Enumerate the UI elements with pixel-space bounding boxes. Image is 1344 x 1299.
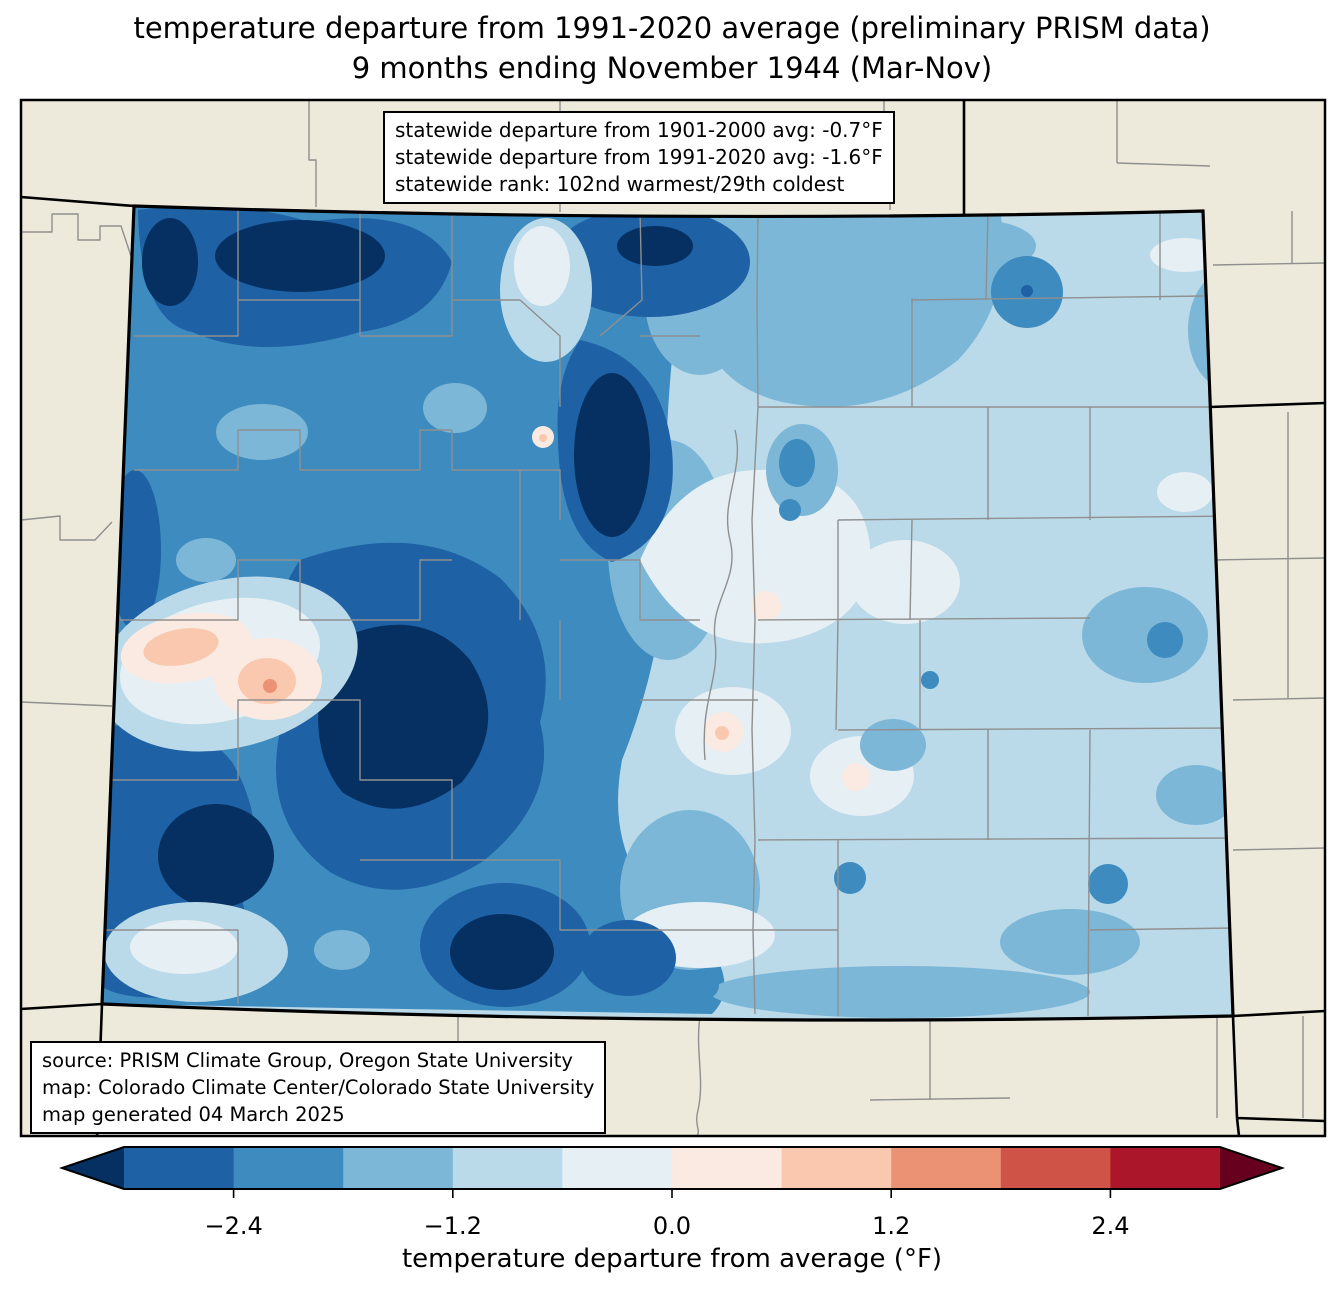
colorbar-under-arrow	[62, 1147, 124, 1189]
colorbar-segment	[672, 1147, 783, 1189]
map-credit-line: map: Colorado Climate Center/Colorado St…	[42, 1076, 595, 1099]
colorbar-segment	[891, 1147, 1002, 1189]
generated-date-line: map generated 04 March 2025	[42, 1103, 345, 1126]
prism-contour-fill	[102, 206, 1233, 1020]
figure-title-line1: temperature departure from 1991-2020 ave…	[133, 11, 1211, 45]
colorbar-tick: −1.2	[424, 1212, 482, 1240]
stats-line-1991-2020: statewide departure from 1991-2020 avg: …	[395, 145, 883, 169]
figure-title-line2: 9 months ending November 1944 (Mar-Nov)	[351, 51, 993, 85]
colorbar-segment	[562, 1147, 673, 1189]
figure-title: temperature departure from 1991-2020 ave…	[0, 8, 1344, 88]
colorado-county-lines	[105, 206, 1233, 1017]
map-frame	[19, 98, 1327, 1138]
colorbar-segment	[343, 1147, 454, 1189]
colorbar-axis-label: temperature departure from average (°F)	[401, 1244, 943, 1274]
colorbar-segment	[124, 1147, 235, 1189]
colorbar-segment	[1000, 1147, 1111, 1189]
colorbar-tick: 2.4	[1091, 1212, 1129, 1240]
colorbar-tick: 1.2	[872, 1212, 910, 1240]
stats-line-rank: statewide rank: 102nd warmest/29th colde…	[395, 172, 845, 196]
colorbar: −2.4 −1.2 0.0 1.2 2.4	[58, 1146, 1286, 1240]
colorbar-tick: −2.4	[204, 1212, 262, 1240]
statewide-stats-box: statewide departure from 1901-2000 avg: …	[383, 111, 895, 204]
colorbar-segment	[781, 1147, 892, 1189]
colorbar-over-arrow	[1220, 1147, 1282, 1189]
source-line: source: PRISM Climate Group, Oregon Stat…	[42, 1049, 573, 1072]
colorbar-tick-marks	[232, 1189, 1112, 1198]
colorado-anomaly-map	[19, 98, 1327, 1138]
stats-line-1901-2000: statewide departure from 1901-2000 avg: …	[395, 118, 883, 142]
colorbar-segment	[1110, 1147, 1220, 1189]
colorbar-outline	[58, 1146, 1286, 1190]
colorbar-tick: 0.0	[653, 1212, 691, 1240]
colorbar-segment	[233, 1147, 344, 1189]
colorado-border	[100, 204, 1235, 1022]
source-credits-box: source: PRISM Climate Group, Oregon Stat…	[30, 1041, 607, 1134]
colorbar-segment	[452, 1147, 563, 1189]
